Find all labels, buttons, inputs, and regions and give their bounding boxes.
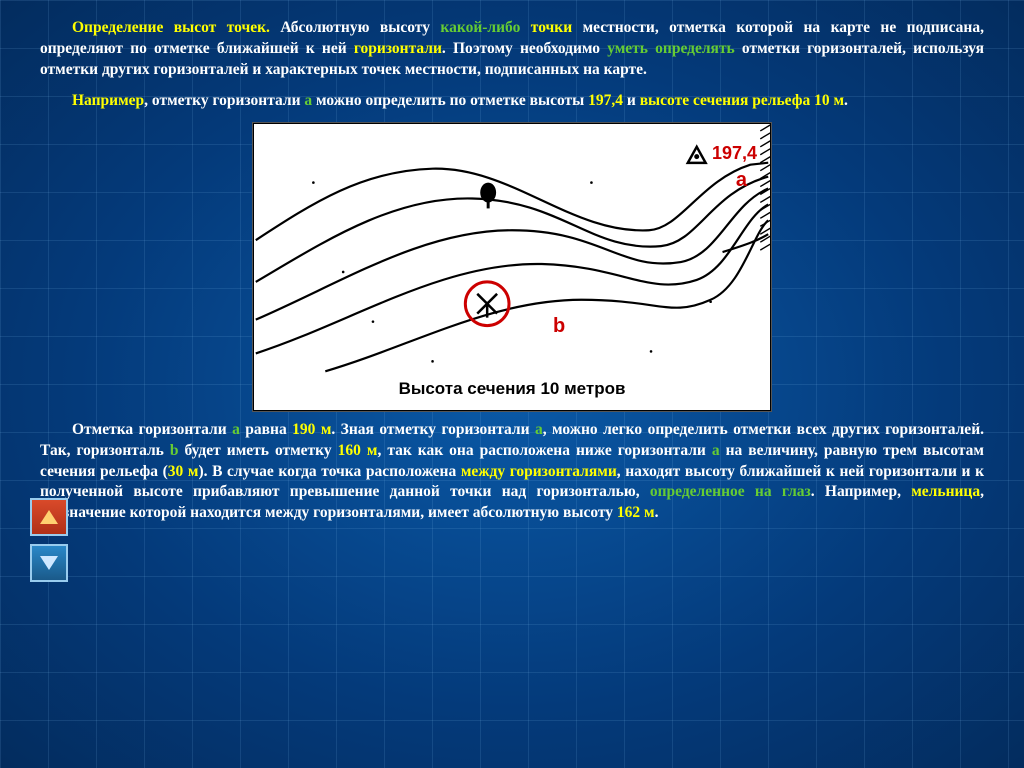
next-slide-button[interactable] bbox=[30, 544, 68, 582]
figure-caption: Высота сечения 10 метров bbox=[253, 379, 771, 399]
t: 190 м bbox=[292, 421, 331, 438]
t: . bbox=[655, 504, 659, 521]
t: . Поэтому необходимо bbox=[442, 40, 607, 57]
contour-label-b: b bbox=[553, 315, 565, 338]
t: какой-либо bbox=[440, 19, 520, 36]
t: между горизонталями bbox=[461, 463, 617, 480]
t: Абсолютную высоту bbox=[270, 19, 440, 36]
contour-label-a: a bbox=[736, 169, 747, 192]
t: . Например, bbox=[811, 483, 911, 500]
t: . Зная отметку горизонтали bbox=[331, 421, 535, 438]
t: b bbox=[170, 442, 179, 459]
arrow-up-icon bbox=[40, 510, 58, 524]
t: высоте сечения рельефа 10 м bbox=[640, 92, 844, 109]
paragraph-3: Отметка горизонтали а равна 190 м. Зная … bbox=[40, 420, 984, 525]
t: будет иметь отметку bbox=[179, 442, 338, 459]
height-label: 197,4 bbox=[712, 143, 757, 164]
arrow-down-icon bbox=[40, 556, 58, 570]
t: можно определить по отметке высоты bbox=[312, 92, 588, 109]
t: а bbox=[232, 421, 240, 438]
t: а bbox=[712, 442, 720, 459]
t: , отметку горизонтали bbox=[144, 92, 304, 109]
contour-figure: 197,4 a b Высота сечения 10 метров bbox=[252, 122, 772, 412]
t: мельница bbox=[911, 483, 980, 500]
t: уметь определять bbox=[607, 40, 735, 57]
t: 197,4 bbox=[588, 92, 623, 109]
t: 30 м bbox=[168, 463, 199, 480]
t: , так как она расположена ниже горизонта… bbox=[377, 442, 711, 459]
paragraph-2: Например, отметку горизонтали а можно оп… bbox=[40, 91, 984, 112]
t: и bbox=[623, 92, 640, 109]
t: Отметка горизонтали bbox=[72, 421, 232, 438]
t: точки bbox=[520, 19, 572, 36]
t: . bbox=[844, 92, 848, 109]
t: Например bbox=[72, 92, 144, 109]
t: а bbox=[535, 421, 543, 438]
t: горизонтали bbox=[354, 40, 442, 57]
t: равна bbox=[240, 421, 292, 438]
t: а bbox=[304, 92, 312, 109]
t: ). В случае когда точка расположена bbox=[198, 463, 460, 480]
contour-svg bbox=[253, 123, 771, 411]
t: Определение высот точек. bbox=[72, 19, 270, 36]
t: определенное на глаз bbox=[650, 483, 811, 500]
t: 160 м bbox=[338, 442, 378, 459]
t: 162 м bbox=[617, 504, 655, 521]
prev-slide-button[interactable] bbox=[30, 498, 68, 536]
paragraph-1: Определение высот точек. Абсолютную высо… bbox=[40, 18, 984, 81]
